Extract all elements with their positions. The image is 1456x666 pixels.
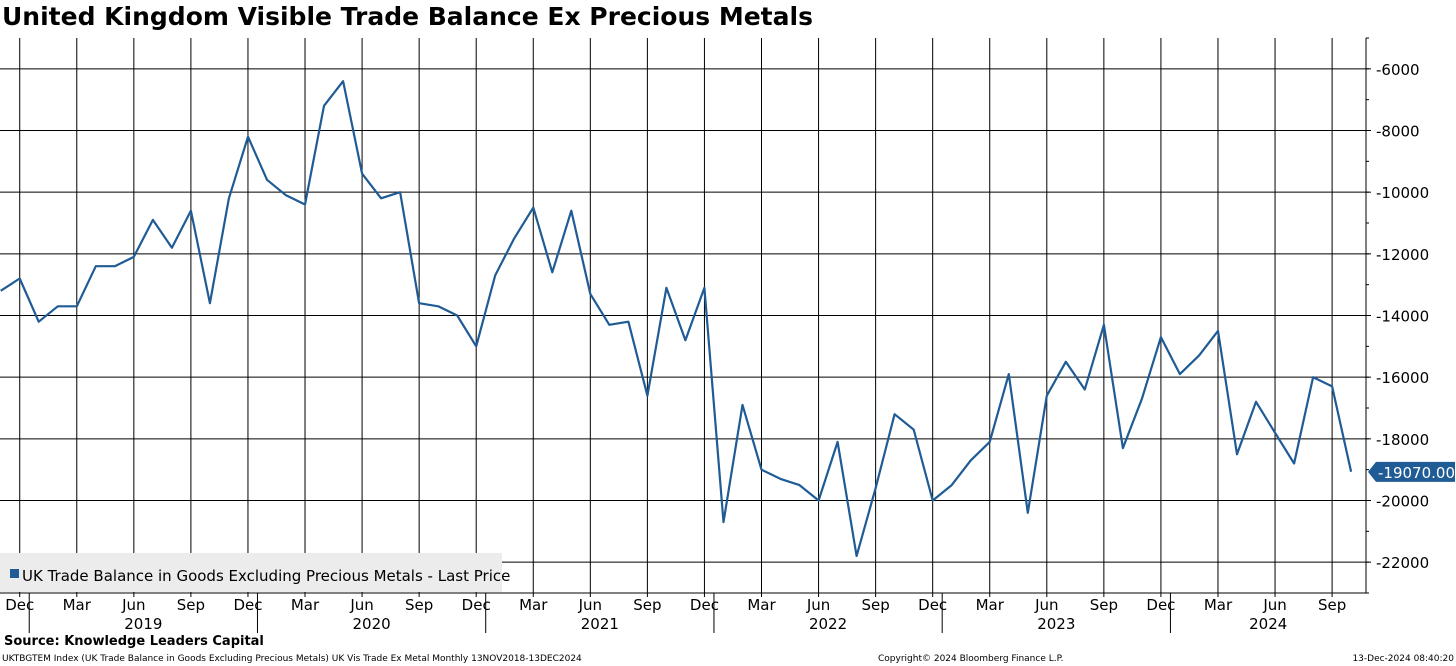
- chart-grid: [0, 38, 1367, 594]
- y-tick-label: -14000: [1376, 308, 1429, 326]
- x-year-label: 2023: [1037, 615, 1075, 633]
- x-month-label: Jun: [578, 596, 602, 614]
- timestamp: 13-Dec-2024 08:40:20: [1352, 654, 1454, 664]
- x-month-label: Sep: [1090, 596, 1118, 614]
- legend-swatch: [10, 569, 19, 578]
- x-month-label: Sep: [1318, 596, 1346, 614]
- legend: UK Trade Balance in Goods Excluding Prec…: [0, 553, 510, 592]
- x-month-label: Mar: [519, 596, 548, 614]
- x-month-label: Jun: [806, 596, 830, 614]
- copyright-note: Copyright© 2024 Bloomberg Finance L.P.: [878, 654, 1064, 664]
- x-month-label: Sep: [405, 596, 433, 614]
- source-note: Source: Knowledge Leaders Capital: [4, 634, 264, 649]
- last-value-tag: [1368, 461, 1455, 482]
- x-month-label: Mar: [63, 596, 92, 614]
- y-tick-label: -18000: [1376, 431, 1429, 449]
- x-month-label: Sep: [177, 596, 205, 614]
- y-tick-label: -22000: [1376, 554, 1429, 572]
- x-month-label: Jun: [1262, 596, 1286, 614]
- x-month-label: Dec: [5, 596, 34, 614]
- x-year-label: 2019: [124, 615, 162, 633]
- x-month-label: Mar: [1204, 596, 1233, 614]
- x-month-label: Jun: [121, 596, 145, 614]
- y-tick-label: -12000: [1376, 246, 1429, 264]
- x-axis: Dec Mar Jun Sep Dec Mar Jun Sep Dec Mar Jun Sep Dec M…: [5, 593, 1346, 633]
- x-year-label: 2024: [1249, 615, 1287, 633]
- series-line: [0, 80, 1353, 558]
- x-year-label: 2022: [809, 615, 847, 633]
- x-month-label: Jun: [349, 596, 373, 614]
- x-year-label: 2021: [581, 615, 619, 633]
- x-month-label: Sep: [861, 596, 889, 614]
- x-month-label: Mar: [976, 596, 1005, 614]
- x-month-label: Dec: [918, 596, 947, 614]
- last-value-text: -19070.00: [1378, 464, 1455, 482]
- last-value-label: -19070.00: [1368, 461, 1455, 482]
- x-year-label: 2020: [352, 615, 390, 633]
- x-month-label: Dec: [233, 596, 262, 614]
- y-tick-label: -20000: [1376, 493, 1429, 511]
- ticker-info: UKTBGTEM Index (UK Trade Balance in Good…: [2, 654, 582, 664]
- series-layer: [0, 80, 1353, 558]
- y-axis: -6000 -8000 -10000 -12000 -14000 -16000 -18000…: [1366, 37, 1429, 594]
- x-month-label: Dec: [690, 596, 719, 614]
- y-tick-label: -10000: [1376, 184, 1429, 202]
- y-tick-label: -16000: [1376, 369, 1429, 387]
- x-month-label: Dec: [462, 596, 491, 614]
- y-tick-label: -6000: [1376, 61, 1420, 79]
- legend-label: UK Trade Balance in Goods Excluding Prec…: [22, 567, 510, 585]
- x-month-label: Jun: [1034, 596, 1058, 614]
- x-month-label: Sep: [633, 596, 661, 614]
- x-month-label: Dec: [1146, 596, 1175, 614]
- y-tick-label: -8000: [1376, 123, 1420, 141]
- chart-title: United Kingdom Visible Trade Balance Ex …: [2, 2, 813, 31]
- x-month-label: Mar: [747, 596, 776, 614]
- legend-box: [0, 553, 502, 592]
- x-month-label: Mar: [291, 596, 320, 614]
